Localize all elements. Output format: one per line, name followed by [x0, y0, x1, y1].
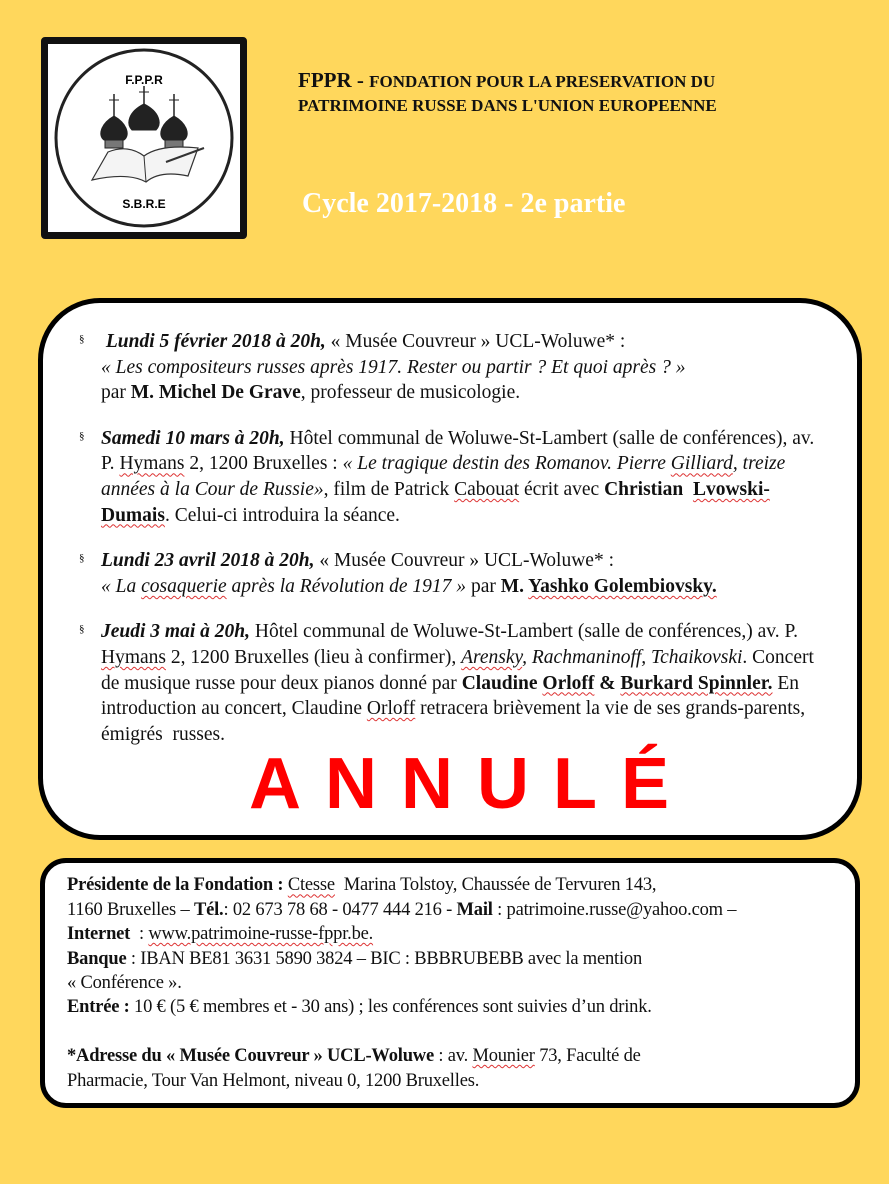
text-segment: Christian	[604, 478, 693, 500]
text-segment: Yashko Golembiovsky.	[528, 575, 717, 597]
text-segment: Hôtel communal de Woluwe-St-Lambert (sal…	[249, 621, 803, 643]
contact-info: Présidente de la Fondation : Ctesse Mari…	[67, 873, 841, 1093]
text-segment: Mounier	[472, 1046, 535, 1067]
text-segment: cosaquerie	[141, 575, 227, 597]
text-segment: Hôtel communal de Woluwe-St-Lambert (sal…	[101, 427, 820, 475]
text-segment: Arensky	[461, 646, 523, 668]
event-item: § Jeudi 3 mai à 20h, Hôtel communal de Wo…	[79, 619, 819, 747]
text-segment: Entrée :	[67, 997, 130, 1018]
text-segment: Lundi 23 avril 2018 à 20h,	[101, 550, 315, 572]
text-segment: , treize années à la Cour de Russie»	[101, 453, 791, 500]
text-segment: Orloff	[542, 672, 595, 694]
text-segment: Jeudi 3 mai à 20h,	[101, 621, 250, 643]
text-segment: 2, 1200 Bruxelles :	[184, 453, 343, 475]
text-segment: Internet	[67, 924, 131, 945]
text-segment: Orloff	[366, 698, 416, 720]
bullet-icon: §	[79, 429, 85, 442]
text-segment: 10 € (5 € membres et - 30 ans) ; les con…	[134, 997, 652, 1018]
text-segment: www.patrimoine-russe-fppr.be.	[148, 924, 374, 945]
title-line-1: FONDATION POUR LA PRESERVATION DU	[369, 72, 716, 91]
event-item: § Lundi 23 avril 2018 à 20h, « Musée Couv…	[79, 548, 817, 599]
bullet-icon: §	[79, 623, 85, 636]
text-segment: M. Michel De Grave	[130, 382, 301, 404]
text-segment: écrit avec	[519, 478, 605, 500]
text-segment: Hymans	[119, 453, 185, 475]
text-segment: &	[594, 672, 621, 694]
fppr-logo: F.P.P.R S.B.R.E	[41, 37, 247, 239]
text-segment: : patrimoine.russe@yahoo.com –	[497, 899, 737, 920]
text-segment: :	[130, 924, 149, 945]
text-segment: Samedi 10 mars à 20h,	[101, 427, 285, 449]
text-segment: « Le tragique destin des Romanov. Pierre	[342, 453, 671, 475]
text-segment: 73, Faculté de Pharmacie, Tour Van Helmo…	[67, 1046, 641, 1091]
text-segment: « Musée Couvreur » UCL-Woluwe* :	[325, 331, 626, 352]
events-box: § Lundi 5 février 2018 à 20h, « Musée Co…	[38, 298, 862, 841]
text-segment: *Adresse du « Musée Couvreur » UCL-Woluw…	[67, 1046, 434, 1067]
text-segment: Présidente de la Fondation :	[67, 875, 288, 896]
text-segment: : IBAN BE81 3631 5890 3824 – BIC : BBBRU…	[67, 948, 643, 993]
text-segment: Ctesse	[287, 875, 335, 896]
text-segment: Cabouat	[454, 478, 520, 500]
text-segment: Tél.	[193, 899, 224, 920]
text-segment: par	[101, 382, 126, 404]
text-segment: : 02 673 78 68 - 0477 444 216 -	[223, 899, 457, 920]
event-item: § Lundi 5 février 2018 à 20h, « Musée Co…	[79, 329, 817, 406]
text-segment: : av.	[433, 1046, 473, 1067]
title-line-2: PATRIMOINE RUSSE DANS L'UNION EUROPEENNE	[298, 96, 717, 115]
logo-bottom-text: S.B.R.E	[122, 197, 165, 211]
text-segment: Banque	[67, 948, 127, 969]
text-segment: « Musée Couvreur » UCL-Woluwe* :	[314, 550, 614, 572]
text-segment: . Concert de musique russe pour deux pia…	[101, 646, 819, 694]
content-flow: § Lundi 5 février 2018 à 20h, « Musée Co…	[38, 298, 862, 1108]
text-segment: En introduction au concert, Claudine	[101, 672, 804, 720]
text-segment: , Rachmaninoff, Tchaikovski	[522, 646, 743, 668]
text-segment: Mail	[456, 899, 493, 920]
logo-emblem: F.P.P.R S.B.R.E	[54, 48, 234, 228]
text-segment: Marina Tolstoy, Chaussée de Tervuren 143…	[67, 875, 657, 920]
text-segment: , professeur de musicologie.	[300, 382, 521, 404]
text-segment: « Les compositeurs russes après 1917. Re…	[101, 356, 686, 378]
text-segment: Gilliard	[670, 453, 733, 475]
text-segment: après la Révolution de 1917 »	[226, 575, 467, 597]
text-segment: , film de Patrick	[323, 478, 455, 500]
text-segment: . Celui-ci introduira la séance.	[164, 504, 400, 526]
text-segment: 2, 1200 Bruxelles (lieu à confirmer),	[166, 646, 462, 668]
info-box: Présidente de la Fondation : Ctesse Mari…	[40, 858, 860, 1108]
text-segment: M.	[500, 575, 529, 597]
text-segment: Burkard Spinnler.	[620, 672, 773, 694]
logo-top-text: F.P.P.R	[125, 73, 163, 87]
cancelled-stamp: ANNULÉ	[249, 744, 693, 825]
title-acronym: FPPR -	[298, 68, 370, 92]
cycle-heading: Cycle 2017-2018 - 2e partie	[302, 188, 626, 219]
bullet-icon: §	[79, 333, 85, 345]
text-segment: par	[466, 575, 501, 597]
event-item: § Samedi 10 mars à 20h, Hôtel communal de…	[79, 426, 820, 528]
text-segment: Claudine	[461, 672, 543, 694]
bullet-icon: §	[79, 552, 85, 565]
text-segment: retracera brièvement la vie de ses grand…	[101, 698, 810, 745]
text-segment: Lvowski-Dumais	[101, 478, 770, 526]
text-segment: Hymans	[101, 646, 166, 668]
text-segment: « La	[101, 575, 137, 597]
text-segment: Lundi 5 février 2018 à 20h,	[101, 331, 326, 352]
foundation-title: FPPR - FONDATION POUR LA PRESERVATION DU…	[298, 68, 717, 118]
